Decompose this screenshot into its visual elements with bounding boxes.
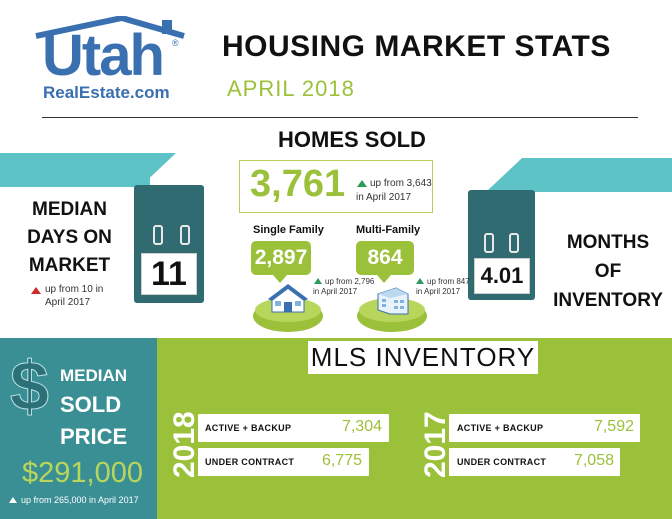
apartment-building-icon (377, 287, 409, 315)
calendar-ring-icon (153, 225, 163, 245)
days-on-market-label: MEDIAN DAYS ON MARKET (17, 196, 122, 280)
active-backup-row (198, 414, 389, 442)
multi-family-change-period: in April 2017 (416, 287, 461, 296)
up-arrow-icon (31, 287, 41, 294)
months-inventory-label: MONTHS OF INVENTORY (553, 228, 663, 315)
logo-house-icon (35, 16, 185, 39)
active-backup-value: 7,304 (341, 418, 382, 435)
days-on-market-change-period: April 2017 (45, 297, 91, 308)
under-contract-row (198, 448, 369, 476)
up-arrow-icon (9, 497, 17, 503)
sold-price-panel (0, 338, 157, 519)
under-contract-label: UNDER CONTRACT (457, 457, 547, 467)
active-backup-label: ACTIVE + BACKUP (457, 423, 544, 433)
sold-price-label: PRICE (60, 424, 128, 449)
left-ribbon (0, 153, 150, 187)
left-ribbon-end (140, 153, 176, 187)
calendar-ring-icon (509, 233, 519, 253)
year-label: 2017 (419, 411, 452, 478)
page-subtitle: APRIL 2018 (227, 76, 355, 101)
page-title: HOUSING MARKET STATS (222, 30, 611, 63)
months-inventory-label-line: MONTHS (566, 232, 650, 253)
months-inventory-label-line: OF (594, 261, 622, 282)
under-contract-value: 6,775 (321, 452, 362, 469)
calendar-page (474, 258, 530, 294)
homes-sold-value: 3,761 (250, 163, 346, 205)
logo-registered-mark: ® (172, 38, 179, 48)
days-on-market-label-line: DAYS ON (27, 227, 112, 248)
logo-text: Utah (42, 23, 165, 88)
bubble-tail (273, 275, 287, 283)
homes-sold-title: HOMES SOLD (278, 127, 426, 152)
under-contract-row (449, 448, 620, 476)
sold-price-label: SOLD (60, 392, 122, 417)
dollar-sign-icon: $ (10, 347, 50, 426)
single-family-value: 2,897 (251, 241, 311, 275)
multi-family-change: up from 847 (427, 277, 470, 286)
year-label: 2018 (168, 411, 201, 478)
house-icon (268, 284, 308, 313)
right-ribbon (522, 158, 672, 192)
days-on-market-label-line: MARKET (28, 255, 111, 276)
homes-sold-change: up from 3,643 (370, 178, 432, 189)
logo-subtext: RealEstate.com (43, 83, 170, 102)
single-family-label: Single Family (253, 224, 324, 236)
single-family-change-period: in April 2017 (313, 287, 358, 296)
up-arrow-icon (416, 278, 424, 284)
multi-family-value: 864 (356, 241, 414, 275)
right-ribbon-end (486, 158, 522, 192)
under-contract-label: UNDER CONTRACT (205, 457, 295, 467)
sold-price-change: up from 265,000 in April 2017 (21, 495, 139, 505)
calendar-page (141, 253, 197, 295)
mls-inventory-title: MLS INVENTORY (310, 342, 536, 372)
multi-family-label: Multi-Family (356, 224, 421, 236)
sold-price-label: MEDIAN (60, 366, 128, 385)
days-on-market-label-line: MEDIAN (32, 199, 107, 220)
active-backup-row (449, 414, 640, 442)
homes-sold-box (239, 160, 433, 213)
months-inventory-label-line: INVENTORY (553, 290, 663, 311)
up-arrow-icon (357, 180, 367, 187)
up-arrow-icon (314, 278, 322, 284)
bubble-tail (377, 275, 391, 283)
active-backup-value: 7,592 (593, 418, 634, 435)
mls-inventory-title-box (308, 341, 538, 374)
header-divider (42, 117, 638, 118)
homes-sold-change-period: in April 2017 (356, 192, 412, 203)
active-backup-label: ACTIVE + BACKUP (205, 423, 292, 433)
sold-price-value: $291,000 (22, 457, 143, 489)
days-on-market-change: up from 10 in (45, 284, 104, 295)
single-family-change: up from 2,796 (325, 277, 375, 286)
months-inventory-value: 4.01 (480, 263, 524, 288)
calendar-ring-icon (180, 225, 190, 245)
days-on-market-value: 11 (151, 255, 187, 293)
under-contract-value: 7,058 (573, 452, 614, 469)
calendar-ring-icon (484, 233, 494, 253)
